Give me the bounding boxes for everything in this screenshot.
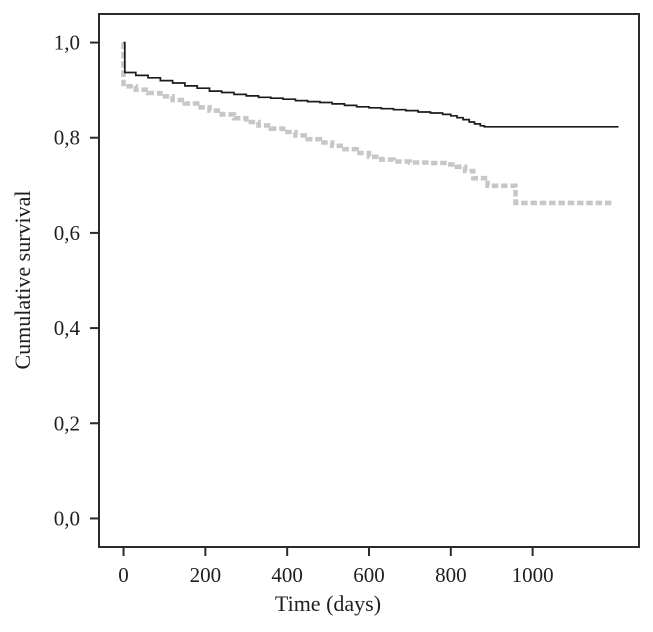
x-tick-label: 400 bbox=[271, 563, 303, 587]
y-tick-label: 0,4 bbox=[54, 316, 81, 340]
y-tick-label: 0,2 bbox=[54, 411, 80, 435]
x-tick-label: 200 bbox=[190, 563, 222, 587]
x-tick-label: 600 bbox=[353, 563, 385, 587]
survival-curve-black-solid bbox=[123, 41, 619, 128]
y-tick-label: 1,0 bbox=[54, 31, 80, 55]
y-axis-title: Cumulative survival bbox=[10, 190, 35, 369]
x-tick-label: 800 bbox=[435, 563, 467, 587]
x-axis-title: Time (days) bbox=[275, 591, 381, 616]
y-axis-ticks: 0,0 0,2 0,4 0,6 0,8 1,0 bbox=[54, 31, 99, 530]
x-tick-label: 1000 bbox=[512, 563, 554, 587]
y-tick-label: 0,0 bbox=[54, 506, 80, 530]
y-tick-label: 0,8 bbox=[54, 126, 80, 150]
x-tick-label: 0 bbox=[118, 563, 129, 587]
survival-curve-gray-dashed bbox=[121, 42, 613, 206]
y-tick-label: 0,6 bbox=[54, 221, 80, 245]
curves-layer bbox=[121, 41, 619, 206]
x-axis-ticks: 0 200 400 600 800 1000 bbox=[118, 547, 554, 587]
